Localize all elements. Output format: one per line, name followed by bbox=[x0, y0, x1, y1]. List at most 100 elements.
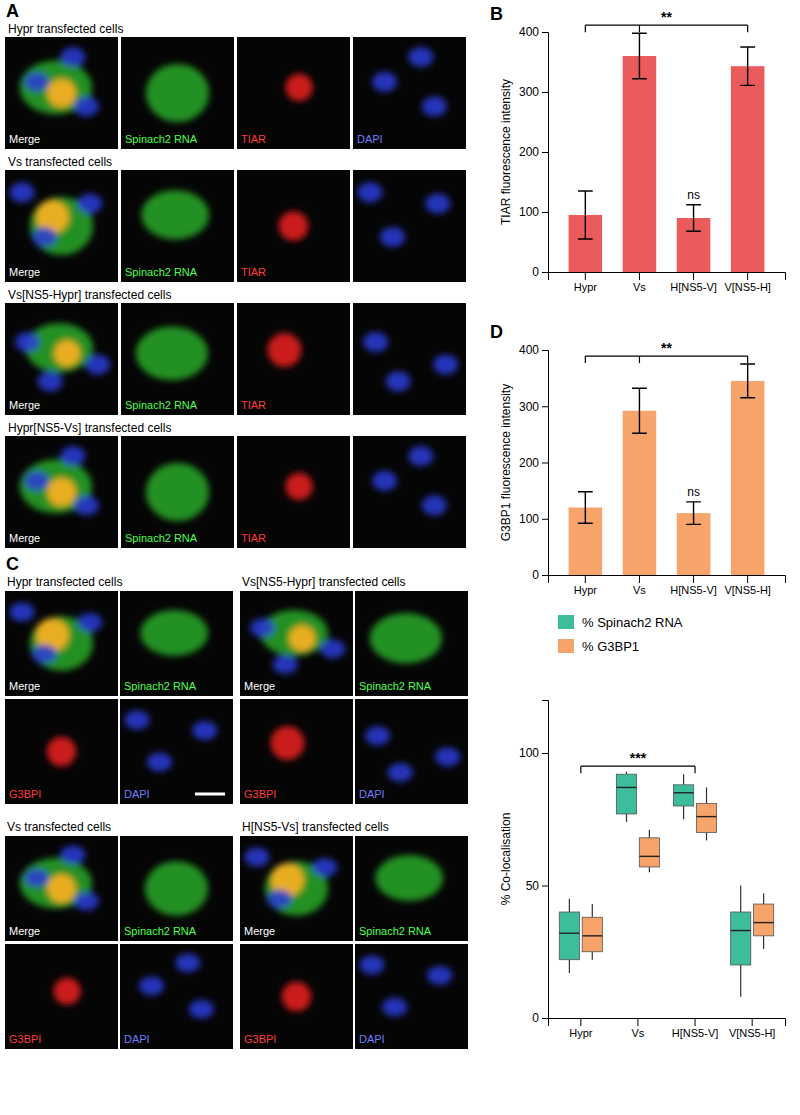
granules bbox=[286, 74, 313, 101]
channel-label: DAPI bbox=[357, 133, 383, 145]
bracket-tick bbox=[747, 356, 748, 363]
nucleus bbox=[139, 977, 164, 996]
bar-chart: D0100200300400HyprVsH[NS5-V]V[NS5-H]G3BP… bbox=[490, 322, 786, 596]
tick-label: 200 bbox=[519, 145, 539, 159]
tick-label: H[NS5-V] bbox=[672, 1027, 718, 1039]
whisker-low bbox=[683, 806, 684, 819]
panel-letter: A bbox=[6, 1, 19, 21]
channel-label: Spinach2 RNA bbox=[124, 925, 197, 937]
whisker-low bbox=[706, 833, 707, 841]
bracket-tick bbox=[585, 25, 586, 32]
tick-label: 0 bbox=[532, 265, 539, 279]
tick-mark bbox=[542, 406, 548, 407]
image-frame bbox=[240, 836, 353, 941]
image-content bbox=[145, 861, 208, 916]
channel-label: G3BPI bbox=[9, 788, 41, 800]
granules bbox=[271, 726, 305, 760]
nucleus bbox=[189, 1000, 214, 1019]
image-frame bbox=[240, 944, 353, 1049]
micrograph bbox=[121, 170, 234, 282]
nucleus bbox=[380, 227, 405, 247]
tick-label: 400 bbox=[519, 25, 539, 39]
nucleus bbox=[386, 371, 411, 391]
x-axis: HyprVsH[NS5-V]V[NS5-H] bbox=[549, 1018, 786, 1039]
y-tick: 400 bbox=[519, 343, 548, 357]
y-tick: 300 bbox=[519, 85, 548, 99]
tick-label: 0 bbox=[532, 568, 539, 582]
micrograph bbox=[5, 944, 118, 1049]
image-frame bbox=[121, 170, 234, 282]
image-content bbox=[370, 613, 442, 663]
scale-bar bbox=[195, 793, 225, 796]
tick-mark bbox=[542, 886, 548, 887]
nucleus bbox=[77, 613, 102, 632]
channel-label: TIAR bbox=[241, 133, 266, 145]
box bbox=[754, 904, 774, 936]
error-bar bbox=[686, 502, 701, 525]
image-content bbox=[372, 446, 447, 515]
axis-line bbox=[542, 701, 549, 1019]
x-tick: Vs bbox=[632, 1018, 645, 1039]
nucleus bbox=[363, 332, 388, 352]
panel-letter: C bbox=[6, 554, 19, 574]
granules bbox=[279, 211, 308, 240]
channel-label: Merge bbox=[9, 532, 40, 544]
x-axis: HyprVsH[NS5-V]V[NS5-H] bbox=[549, 272, 786, 293]
image-frame bbox=[5, 170, 118, 282]
tick-mark bbox=[639, 272, 640, 280]
axis-title: % Co-localisation bbox=[499, 813, 513, 906]
legend-label: % Spinach2 RNA bbox=[582, 615, 683, 630]
image-frame bbox=[237, 303, 350, 415]
axis-line bbox=[542, 351, 549, 576]
whisker-low bbox=[649, 867, 650, 872]
image-frame bbox=[5, 836, 118, 941]
image-content bbox=[20, 446, 99, 515]
y-tick: 0 bbox=[532, 568, 548, 582]
channel-label: G3BPI bbox=[9, 1033, 41, 1045]
median bbox=[639, 856, 659, 857]
channel-label: G3BPI bbox=[244, 788, 276, 800]
error-bar bbox=[740, 364, 755, 398]
granules bbox=[47, 477, 76, 506]
image-frame bbox=[5, 591, 118, 696]
panel-letter: D bbox=[490, 322, 503, 342]
nucleus bbox=[77, 194, 102, 214]
tick-label: Hypr bbox=[574, 281, 598, 293]
image-frame bbox=[240, 591, 353, 696]
y-tick: 200 bbox=[519, 456, 548, 470]
nucleus bbox=[245, 848, 270, 867]
granules bbox=[268, 333, 302, 367]
tick-mark bbox=[693, 272, 694, 280]
cytoplasm bbox=[146, 463, 209, 521]
tick-mark bbox=[542, 152, 548, 153]
axis-title: G3BP1 fluorescence intensity bbox=[499, 384, 513, 541]
whisker-high bbox=[569, 899, 570, 912]
row-title: Vs transfected cells bbox=[8, 155, 112, 169]
image-frame bbox=[120, 944, 233, 1049]
micrograph bbox=[355, 699, 468, 804]
image-content bbox=[250, 610, 345, 674]
nucleus bbox=[24, 869, 49, 888]
tick-label: V[NS5-H] bbox=[724, 584, 770, 596]
x-tick: Vs bbox=[633, 575, 646, 596]
significance: ** bbox=[661, 340, 672, 356]
nucleus bbox=[408, 446, 433, 466]
image-content bbox=[15, 323, 110, 391]
bracket-tick bbox=[747, 25, 748, 32]
tick-mark bbox=[693, 575, 694, 583]
image-content bbox=[282, 982, 311, 1011]
tick-label: H[NS5-V] bbox=[670, 281, 716, 293]
cytoplasm bbox=[375, 855, 443, 901]
micrograph bbox=[237, 303, 350, 415]
micrograph bbox=[5, 170, 118, 282]
micrograph bbox=[237, 37, 350, 149]
image-content bbox=[271, 726, 305, 760]
cytoplasm bbox=[141, 190, 209, 239]
nucleus bbox=[74, 96, 99, 116]
tick-mark bbox=[580, 1018, 581, 1026]
image-frame bbox=[355, 944, 468, 1049]
y-axis: 0100200300400 bbox=[519, 343, 549, 582]
nucleus bbox=[358, 182, 383, 202]
micrograph bbox=[355, 591, 468, 696]
channel-label: G3BPI bbox=[244, 1033, 276, 1045]
